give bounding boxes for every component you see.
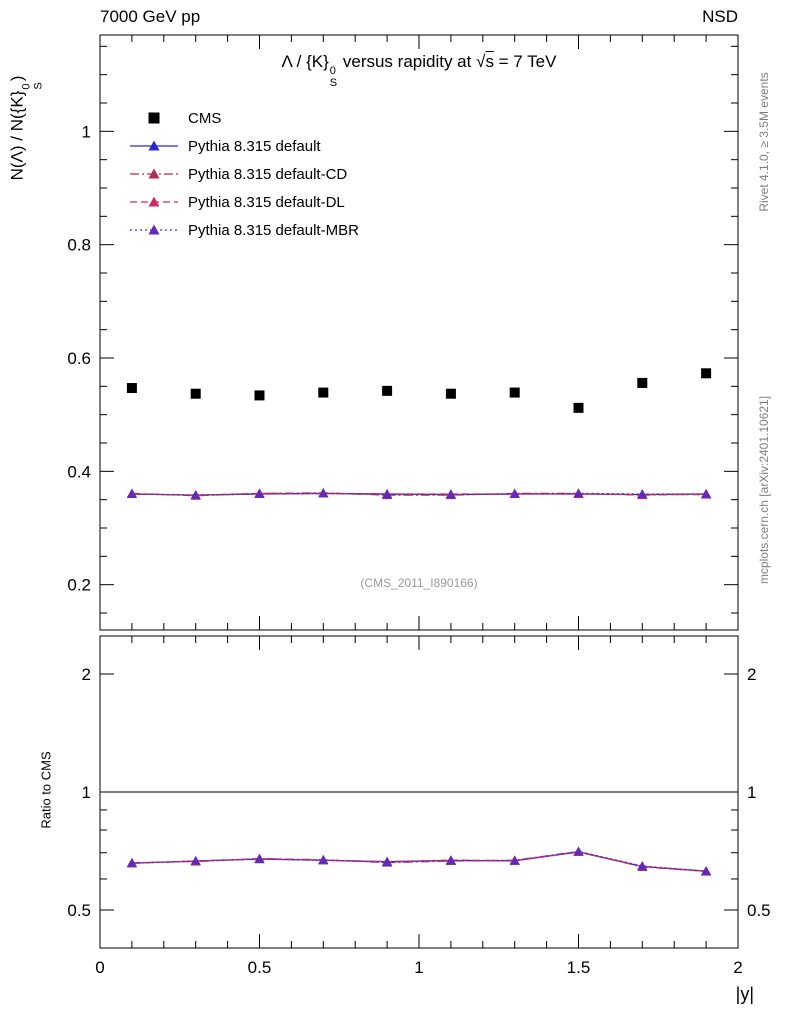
svg-text:0: 0	[95, 958, 104, 977]
legend: CMS Pythia 8.315 default Pythia 8.315 de…	[128, 104, 359, 244]
svg-text:0.2: 0.2	[67, 576, 91, 595]
default-line-marker-icon	[130, 140, 178, 151]
svg-text:2: 2	[733, 958, 742, 977]
svg-text:0.5: 0.5	[248, 958, 272, 977]
legend-item-default: Pythia 8.315 default	[128, 132, 359, 160]
legend-item-default-cd: Pythia 8.315 default-CD	[128, 160, 359, 188]
svg-text:1: 1	[414, 958, 423, 977]
rivet-version-note: Rivet 4.1.0, ≥ 3.5M events	[757, 72, 771, 212]
sqrt-icon: √	[476, 52, 486, 71]
svg-text:0.6: 0.6	[67, 349, 91, 368]
ylabel-pre: N(Λ) / N({K}	[7, 90, 27, 181]
ratio-axis-title: Ratio to CMS	[38, 751, 54, 829]
y-axis-title: N(Λ) / N({K} 0 S)	[7, 76, 44, 181]
mcplots-arxiv-note: mcplots.cern.ch [arXiv:2401.10621]	[757, 395, 771, 585]
mbr-line-marker-icon	[130, 224, 178, 235]
svg-text:0.5: 0.5	[747, 901, 771, 920]
legend-item-cms: CMS	[128, 104, 359, 132]
analysis-id-watermark: (CMS_2011_I890166)	[360, 576, 478, 590]
svg-text:1: 1	[82, 122, 91, 141]
plot-title: Λ / {K} 0 S versus rapidity at √s = 7 TeV	[100, 52, 738, 89]
title-mid: versus rapidity at	[338, 52, 477, 71]
dl-line-marker-icon	[130, 196, 178, 207]
legend-item-default-mbr: Pythia 8.315 default-MBR	[128, 216, 359, 244]
legend-item-default-dl: Pythia 8.315 default-DL	[128, 188, 359, 216]
title-sqrt-arg: s	[485, 52, 494, 71]
legend-label-cms: CMS	[188, 109, 222, 127]
svg-text:1: 1	[747, 783, 756, 802]
cd-line-marker-icon	[130, 168, 178, 179]
svg-text:0.4: 0.4	[67, 462, 91, 481]
svg-text:0.8: 0.8	[67, 236, 91, 255]
svg-text:2: 2	[82, 665, 91, 684]
title-pre: Λ / {K}	[281, 52, 329, 71]
ylabel-sub: S	[32, 82, 44, 90]
legend-label-default-mbr: Pythia 8.315 default-MBR	[188, 221, 359, 239]
legend-label-default-dl: Pythia 8.315 default-DL	[188, 193, 345, 211]
svg-text:2: 2	[747, 665, 756, 684]
beam-energy-label: 7000 GeV pp	[100, 7, 201, 26]
cms-square-marker-icon	[148, 112, 160, 124]
legend-label-default-cd: Pythia 8.315 default-CD	[188, 165, 348, 183]
title-post: = 7 TeV	[493, 52, 557, 71]
svg-text:1.5: 1.5	[567, 958, 591, 977]
ylabel-post: )	[7, 75, 27, 82]
svg-text:0.5: 0.5	[67, 901, 91, 920]
event-class-label: NSD	[702, 7, 738, 26]
x-axis-title: |y|	[735, 984, 754, 1004]
svg-text:1: 1	[82, 783, 91, 802]
title-sup: 0	[329, 65, 336, 77]
legend-label-default: Pythia 8.315 default	[188, 137, 321, 155]
title-sub: S	[329, 76, 338, 89]
ylabel-sup: 0	[20, 83, 33, 90]
